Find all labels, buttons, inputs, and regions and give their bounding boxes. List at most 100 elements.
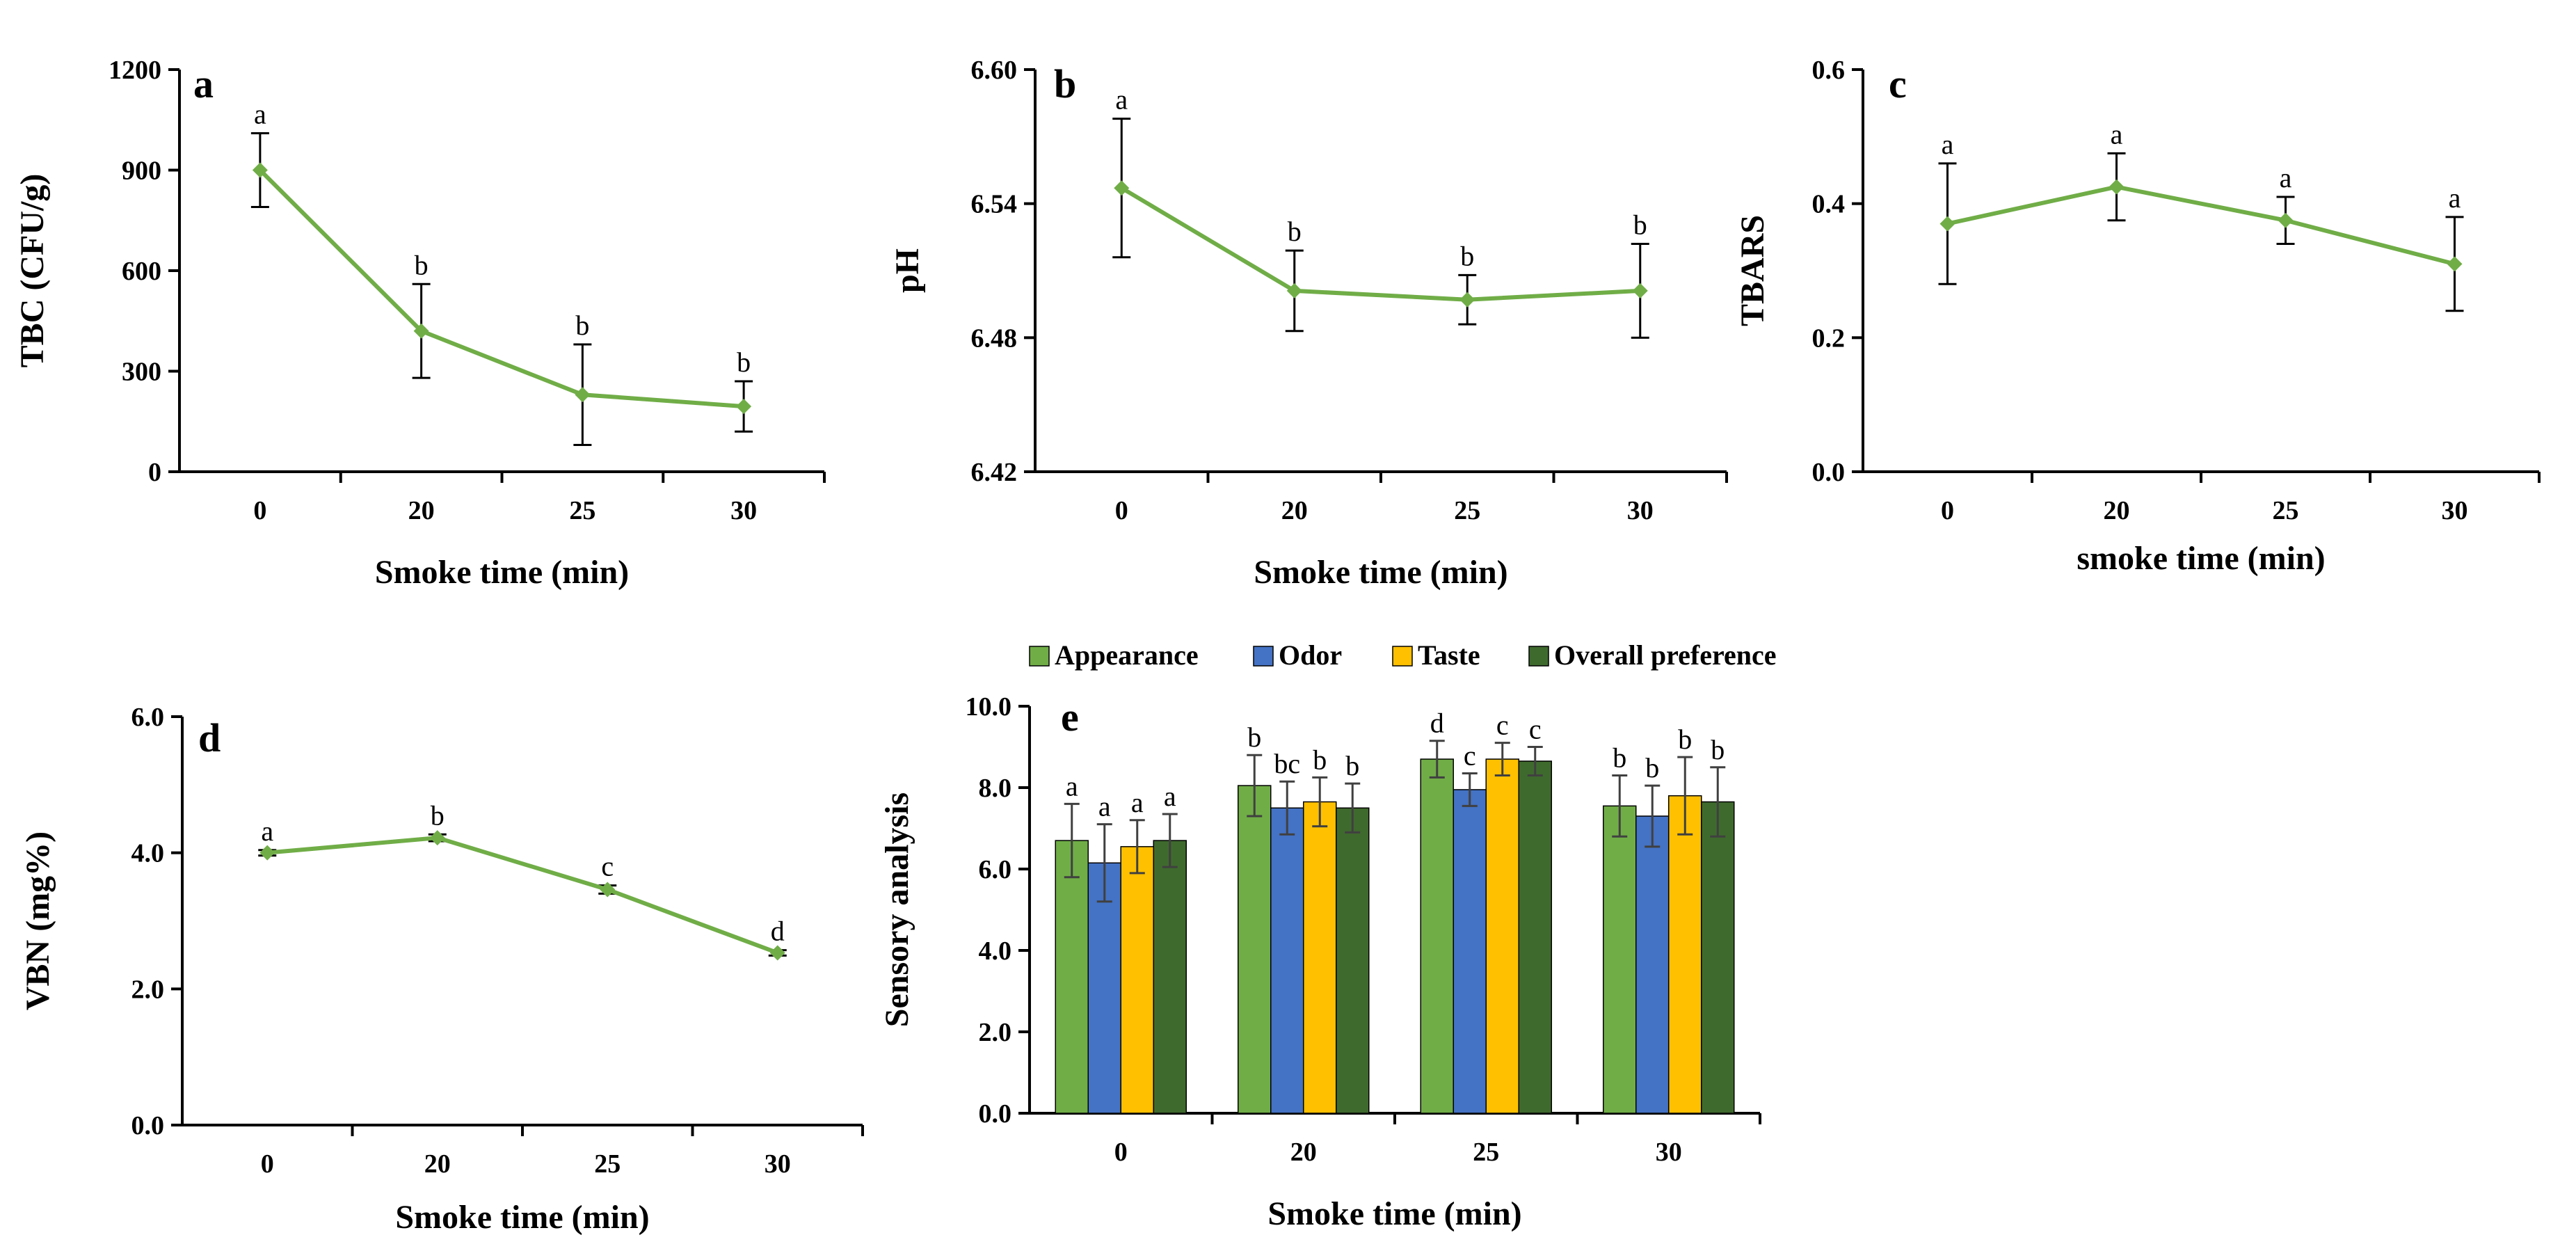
significance-label-b: b [1288,216,1302,247]
x-axis-title-e: Smoke time (min) [1267,1195,1521,1232]
y-tick-label-a: 600 [122,257,161,286]
significance-label-c: a [2449,182,2461,214]
x-tick-label-b: 25 [1454,496,1480,525]
y-axis-title-b: pH [889,248,926,293]
data-point-d [429,830,445,846]
data-point-a [413,323,429,339]
significance-label-e: d [1430,708,1444,739]
x-tick-label-b: 20 [1281,496,1308,525]
y-tick-label-c: 0.6 [1812,56,1846,85]
legend-swatch [1528,646,1549,667]
x-tick-label-d: 25 [594,1149,621,1179]
y-tick-label-c: 0.0 [1812,458,1846,487]
data-point-a [575,387,591,403]
significance-label-e: b [1711,734,1725,765]
panel-d: 0.0 2.0 4.0 6.0 0 20 25 30 Smoke time (min) VBN (… [19,703,864,1236]
panel-b: 6.42 6.48 6.54 6.60 0 20 25 30 Smoke time (min) p… [889,56,1728,591]
y-tick-label-a: 0 [148,458,161,487]
bar-e [1153,840,1187,1114]
significance-label-b: b [1633,209,1647,240]
significance-label-e: b [1678,724,1692,755]
significance-label-e: c [1464,740,1476,772]
significance-label-c: a [1942,129,1954,160]
data-point-a [252,162,268,178]
significance-label-c: a [2111,118,2123,150]
panel-c: 0.0 0.2 0.4 0.6 0 20 25 30 smoke time (min) TBARS… [1734,56,2541,577]
significance-label-c: a [2280,162,2292,193]
x-tick-label-e: 0 [1114,1138,1128,1167]
bar-e [1485,758,1519,1114]
x-tick-label-e: 30 [1656,1138,1682,1167]
significance-label-d: d [771,916,785,947]
significance-label-a: b [575,310,589,341]
data-point-b [1632,282,1648,298]
legend-label: Taste [1418,639,1480,671]
y-tick-label-b: 6.42 [971,458,1018,487]
significance-label-e: c [1496,710,1509,741]
panel-label-c: c [1889,61,1907,106]
x-tick-label-d: 0 [261,1149,274,1179]
x-tick-label-d: 20 [424,1149,451,1179]
bar-e [1420,758,1454,1114]
panel-label-d: d [198,715,221,760]
bar-e [1603,805,1637,1114]
panel-label-a: a [193,61,214,106]
significance-label-e: a [1131,787,1144,818]
panel-a: 0 300 600 900 1200 0 20 25 30 Smoke time (min) TBC… [14,56,826,591]
data-point-a [736,399,752,415]
x-tick-label-c: 0 [1941,496,1954,525]
significance-label-e: a [1164,781,1176,812]
panel-label-b: b [1054,61,1076,106]
legend: Appearance Odor Taste Overall preference [1029,639,1777,671]
significance-label-d: a [261,815,273,847]
significance-label-e: b [1247,722,1261,753]
data-point-c [2278,212,2294,228]
bar-e [1518,760,1552,1114]
x-axis-title-d: Smoke time (min) [395,1199,649,1236]
significance-label-a: b [737,346,751,378]
y-tick-label-d: 6.0 [131,703,165,732]
significance-label-e: a [1066,770,1078,802]
data-point-d [600,882,616,898]
y-tick-label-e: 4.0 [979,937,1012,966]
bar-e [1303,801,1337,1114]
bar-e [1668,795,1702,1114]
y-tick-label-e: 0.0 [979,1099,1012,1129]
panel-e: 0.0 2.0 4.0 6.0 8.0 10.0 0 20 25 30 Smoke time (mi… [879,639,1777,1232]
significance-label-d: b [431,799,445,831]
y-tick-label-d: 2.0 [131,975,165,1004]
y-tick-label-d: 4.0 [131,839,165,868]
series-line-b [1120,186,1640,302]
x-tick-label-a: 0 [253,496,266,525]
bar-e [1270,807,1304,1114]
x-tick-label-b: 0 [1115,496,1128,525]
data-point-c [2447,256,2463,272]
x-axis-title-c: smoke time (min) [2077,540,2325,577]
y-axis-title-a: TBC (CFU/g) [14,174,51,368]
significance-label-e: a [1098,791,1111,822]
panel-label-e: e [1061,694,1079,740]
x-axis-title-b: Smoke time (min) [1254,554,1507,591]
significance-label-e: b [1613,742,1626,773]
bar-e [1238,785,1272,1114]
bar-e [1120,846,1154,1114]
y-tick-label-a: 300 [122,358,161,387]
bar-e [1055,840,1089,1114]
significance-label-e: b [1313,744,1327,775]
data-point-b [1114,180,1130,196]
series-line-d [266,836,778,955]
significance-label-a: a [254,99,266,130]
x-tick-label-d: 30 [765,1149,791,1179]
bar-e [1453,789,1487,1114]
x-axis-title-a: Smoke time (min) [375,554,629,591]
data-point-d [259,845,275,861]
x-tick-label-b: 30 [1627,496,1654,525]
y-tick-label-b: 6.54 [971,190,1018,219]
x-tick-label-c: 30 [2442,496,2468,525]
data-point-c [1939,216,1955,232]
y-tick-label-a: 900 [122,157,161,186]
significance-label-b: b [1460,240,1474,271]
y-tick-label-a: 1200 [109,56,161,85]
x-tick-label-a: 20 [408,496,435,525]
